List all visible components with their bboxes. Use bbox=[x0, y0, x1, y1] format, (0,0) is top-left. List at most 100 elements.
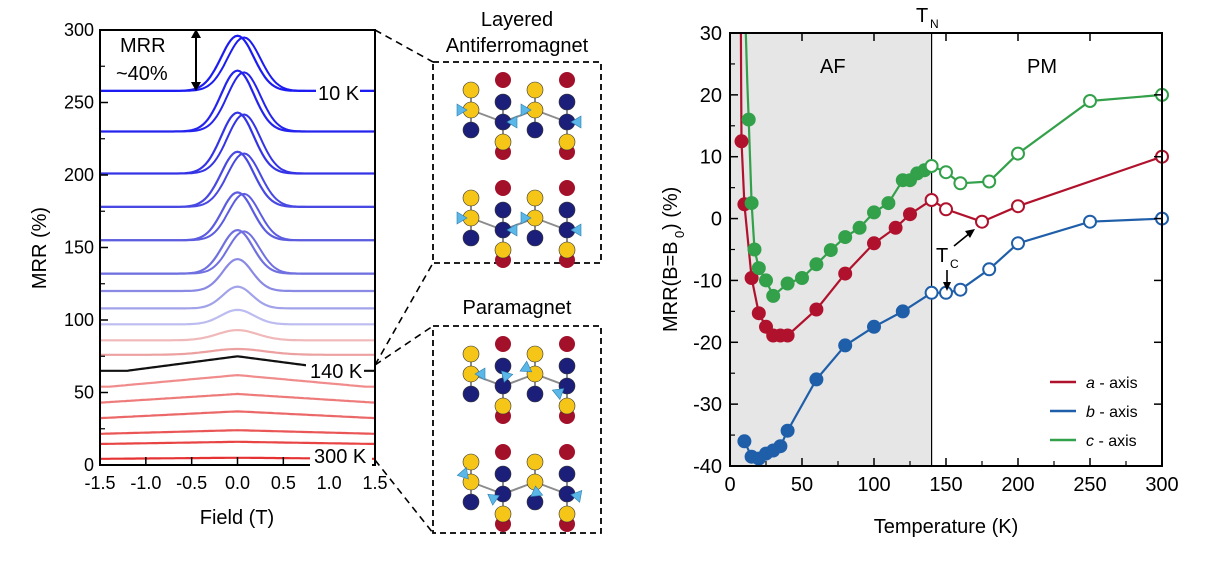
open-data-point bbox=[939, 165, 953, 180]
legend-label: a - axis bbox=[1086, 375, 1138, 392]
spin-arrow bbox=[474, 367, 486, 381]
connector-bottom-upper bbox=[374, 325, 434, 366]
yellow-atom bbox=[462, 81, 480, 99]
mrr-percent-label: ~40% bbox=[116, 63, 168, 85]
right-y-tick-label: 10 bbox=[700, 147, 722, 169]
left-x-tick-label: 1.0 bbox=[317, 473, 342, 493]
mid-temp-label: 140 K bbox=[310, 361, 363, 383]
mr-curve-sweep bbox=[100, 230, 375, 275]
legend-label: c - axis bbox=[1086, 433, 1137, 450]
data-point bbox=[867, 236, 881, 251]
blue-atom bbox=[494, 201, 512, 219]
open-data-point bbox=[924, 193, 939, 207]
spin-arrow bbox=[456, 103, 468, 117]
data-point bbox=[780, 423, 795, 438]
open-data-point bbox=[982, 174, 997, 189]
blue-atom bbox=[462, 229, 480, 247]
mr-curve bbox=[99, 410, 376, 420]
spin-arrow bbox=[500, 370, 514, 383]
left-y-tick-label: 250 bbox=[64, 93, 94, 113]
left-x-tick-label: 0.5 bbox=[271, 473, 296, 493]
yellow-atom bbox=[494, 133, 512, 151]
red-atom bbox=[559, 336, 575, 352]
data-point bbox=[780, 276, 795, 291]
red-atom bbox=[559, 180, 575, 196]
label-backdrop bbox=[310, 446, 372, 466]
mrr-annotation: MRR ~40% bbox=[116, 29, 201, 91]
spin-arrow bbox=[570, 223, 582, 237]
right-x-tick-label: 0 bbox=[724, 474, 735, 496]
yellow-atom bbox=[526, 189, 544, 207]
mr-curve-sweep bbox=[100, 71, 375, 133]
mr-curve bbox=[99, 308, 376, 326]
open-data-point bbox=[924, 285, 939, 300]
blue-atom bbox=[526, 229, 544, 247]
right-y-tick-label: -10 bbox=[693, 270, 722, 292]
data-point bbox=[734, 134, 749, 149]
tc-label-main: T bbox=[936, 245, 948, 267]
yellow-atom bbox=[494, 241, 512, 259]
data-point bbox=[867, 319, 881, 334]
tn-label-sub: N bbox=[930, 17, 939, 31]
mr-curve bbox=[100, 191, 375, 242]
left-y-tick-label: 300 bbox=[64, 20, 94, 40]
mr-curve bbox=[99, 392, 376, 404]
right-y-label-main: MRR(B=B bbox=[660, 241, 682, 332]
red-atom bbox=[495, 72, 511, 88]
mrr-label: MRR bbox=[120, 35, 166, 57]
right-y-tick-label: 0 bbox=[711, 209, 722, 231]
right-x-tick-label: 100 bbox=[857, 474, 890, 496]
spin-arrow bbox=[506, 223, 518, 237]
tc-label-sub: C bbox=[950, 257, 959, 271]
open-data-point bbox=[953, 282, 968, 297]
left-curves bbox=[99, 34, 376, 460]
mr-curve bbox=[99, 440, 376, 446]
data-point bbox=[737, 434, 752, 449]
spin-arrow bbox=[456, 466, 469, 480]
right-y-tick-label: -40 bbox=[693, 456, 722, 478]
open-data-point bbox=[982, 262, 997, 277]
yellow-atom bbox=[494, 397, 512, 415]
data-point bbox=[852, 220, 867, 235]
red-atom bbox=[559, 444, 575, 460]
right-x-axis-label: Temperature (K) bbox=[874, 516, 1019, 538]
left-y-tick-label: 200 bbox=[64, 165, 94, 185]
tn-label: T N bbox=[916, 5, 939, 31]
connector-top-lower bbox=[374, 262, 434, 366]
yellow-atom bbox=[462, 453, 480, 471]
yellow-atom bbox=[558, 397, 576, 415]
blue-atom bbox=[494, 93, 512, 111]
mr-curve bbox=[100, 257, 375, 293]
data-point bbox=[795, 271, 809, 285]
data-point bbox=[809, 257, 824, 272]
right-y-tick-label: -20 bbox=[693, 332, 722, 354]
open-data-point bbox=[1011, 146, 1025, 161]
afm-title-line2: Antiferromagnet bbox=[446, 35, 589, 57]
yellow-atom bbox=[526, 345, 544, 363]
open-data-point bbox=[924, 159, 939, 173]
data-point bbox=[773, 439, 788, 454]
spin-arrow bbox=[551, 388, 565, 401]
open-data-point bbox=[1011, 236, 1025, 251]
data-point bbox=[780, 328, 795, 343]
mr-curve bbox=[100, 111, 375, 175]
blue-atom bbox=[462, 385, 480, 403]
red-atom bbox=[495, 444, 511, 460]
data-point bbox=[809, 372, 824, 387]
blue-atom bbox=[494, 485, 512, 503]
left-axes: 0 50 100 150 200 250 300 -1.5 -1.0 -0.5 0.0 0.5 1.0 1… bbox=[64, 20, 388, 493]
mr-curve bbox=[100, 373, 375, 388]
blue-atom bbox=[526, 121, 544, 139]
open-data-point bbox=[939, 202, 953, 217]
open-data-point bbox=[953, 176, 968, 191]
data-point bbox=[903, 207, 917, 222]
data-point bbox=[838, 338, 853, 353]
blue-atom bbox=[558, 357, 576, 375]
left-y-tick-label: 0 bbox=[84, 455, 94, 475]
right-x-tick-label: 250 bbox=[1073, 474, 1106, 496]
blue-atom bbox=[526, 385, 544, 403]
left-x-tick-label: 0.0 bbox=[225, 473, 250, 493]
spin-arrow bbox=[456, 211, 468, 225]
